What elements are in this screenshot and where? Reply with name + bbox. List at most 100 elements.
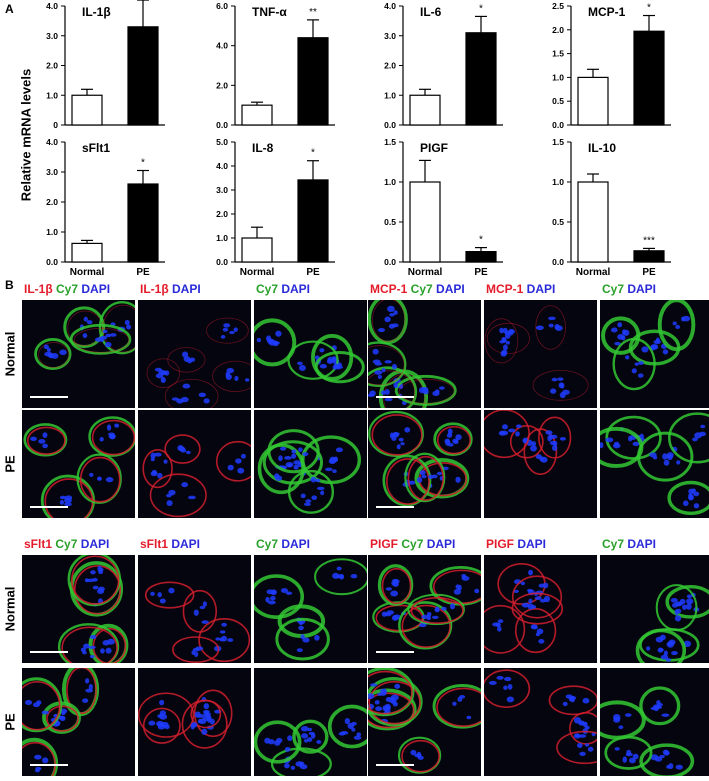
- micrograph-tile: [254, 668, 367, 776]
- y-tick-label: 0: [53, 120, 58, 130]
- micrograph-image: [368, 668, 481, 774]
- channel-label-part: DAPI: [78, 282, 111, 296]
- x-tick-label: Normal: [408, 267, 443, 278]
- micrograph-tile: [22, 300, 135, 408]
- channel-label-part: sFlt1: [24, 537, 53, 551]
- scale-bar: [376, 764, 414, 766]
- micrograph-image: [484, 410, 572, 475]
- scale-bar: [30, 651, 68, 653]
- micrograph-tile: [254, 410, 367, 518]
- channel-label-part: Cy7: [407, 282, 433, 296]
- bar-normal: [241, 104, 273, 126]
- scale-bar: [376, 651, 414, 653]
- micrograph-tile: [22, 410, 135, 518]
- channel-label-part: Cy7: [52, 537, 78, 551]
- channel-label-part: PIGF: [370, 537, 399, 551]
- micrograph-tile: [484, 668, 597, 776]
- channel-label-part: DAPI: [77, 537, 110, 551]
- channel-label-part: DAPI: [624, 537, 657, 551]
- micrograph-image: [144, 581, 251, 663]
- micrograph-tile: [600, 410, 709, 518]
- bar-normal: [577, 181, 609, 263]
- bar-charts-panel: 01.02.03.04.0IL-1β*0.02.04.06.0TNF-α**0.…: [46, 0, 671, 278]
- micrograph-channel-label: PIGF Cy7 DAPI: [370, 537, 455, 551]
- y-tick-label: 0.0: [552, 257, 564, 267]
- significance-marker: *: [141, 158, 145, 169]
- y-tick-label: 3.0: [384, 31, 396, 41]
- micrograph-channel-label: Cy7 DAPI: [602, 537, 656, 551]
- channel-label-part: PIGF: [486, 537, 515, 551]
- bar-chart-8: 0.0 0.5 1.0 1.5 IL-10 Normal PE ***: [552, 137, 671, 278]
- x-tick-label: PE: [306, 267, 320, 278]
- bar-normal: [71, 94, 103, 126]
- bar-normal: [577, 76, 609, 126]
- channel-label-part: DAPI: [168, 282, 201, 296]
- y-tick-label: 1.0: [384, 90, 396, 100]
- y-tick-label: 2.0: [216, 209, 228, 219]
- micrograph-tile: [138, 555, 251, 663]
- channel-label-part: Cy7: [398, 537, 424, 551]
- micrograph-image: [257, 429, 362, 514]
- channel-label-part: DAPI: [624, 282, 657, 296]
- y-tick-label: 2.0: [552, 25, 564, 35]
- y-tick-label: 4.0: [216, 41, 228, 51]
- channel-label-part: DAPI: [278, 537, 311, 551]
- y-tick-label: 2.0: [46, 197, 58, 207]
- micrograph-image: [142, 434, 251, 518]
- y-tick-label: 1.5: [384, 137, 396, 147]
- chart-title: MCP-1: [588, 5, 626, 19]
- micrograph-tile: [22, 668, 135, 776]
- y-tick-label: 2.0: [46, 61, 58, 71]
- y-tick-label: 1.0: [384, 177, 396, 187]
- channel-label-part: DAPI: [168, 537, 201, 551]
- bar-normal: [71, 242, 103, 263]
- micrograph-tile: [254, 300, 367, 408]
- y-tick-label: 1.0: [552, 72, 564, 82]
- micrograph-image: [635, 584, 709, 663]
- micrograph-tile: [600, 555, 709, 663]
- micrograph-image: [484, 305, 589, 401]
- channel-label-part: MCP-1: [486, 282, 524, 296]
- scale-bar: [376, 396, 414, 398]
- row-label: PE: [2, 713, 18, 731]
- micrograph-tile: [600, 668, 709, 776]
- micrograph-tile: [368, 555, 481, 663]
- bar-pe: [465, 251, 497, 263]
- significance-marker: *: [479, 3, 483, 14]
- bar-pe: [633, 250, 665, 263]
- significance-marker: *: [647, 3, 651, 14]
- bar-chart-5: 0.0 1.0 2.0 3.0 4.0 sFlt1 Normal PE *: [46, 137, 165, 278]
- scale-bar: [30, 764, 68, 766]
- channel-label-part: Cy7: [256, 282, 279, 296]
- micrograph-image: [23, 416, 135, 518]
- y-tick-label: 0.5: [552, 217, 564, 227]
- y-tick-label: 1.0: [46, 227, 58, 237]
- y-tick-label: 3.0: [46, 167, 58, 177]
- significance-marker: *: [311, 148, 315, 159]
- bar-normal: [409, 181, 441, 263]
- bar-pe: [297, 37, 329, 126]
- y-tick-label: 4.0: [216, 161, 228, 171]
- bar-pe: [465, 32, 497, 126]
- micrograph-channel-label: PIGF DAPI: [486, 537, 546, 551]
- row-label: Normal: [2, 331, 18, 377]
- significance-marker: ***: [643, 235, 655, 246]
- micrograph-tile: [368, 410, 481, 518]
- channel-label-part: IL-1β: [140, 282, 169, 296]
- micrograph-tile: [600, 300, 709, 408]
- y-tick-label: 0.0: [216, 120, 228, 130]
- y-tick-label: 1.5: [552, 49, 564, 59]
- micrograph-image: [484, 562, 564, 654]
- scale-bar: [376, 506, 414, 508]
- micrograph-tile: [484, 555, 597, 663]
- channel-label-part: Cy7: [52, 282, 79, 296]
- significance-marker: *: [479, 235, 483, 246]
- x-tick-label: Normal: [576, 267, 611, 278]
- micrograph-image: [138, 689, 233, 749]
- panel-a-label: A: [5, 2, 14, 16]
- bar-pe: [633, 30, 665, 126]
- micrograph-image: [57, 555, 129, 663]
- x-tick-label: Normal: [70, 267, 105, 278]
- micrograph-image: [254, 318, 365, 384]
- bar-chart-1: 01.02.03.04.0IL-1β*: [46, 0, 165, 130]
